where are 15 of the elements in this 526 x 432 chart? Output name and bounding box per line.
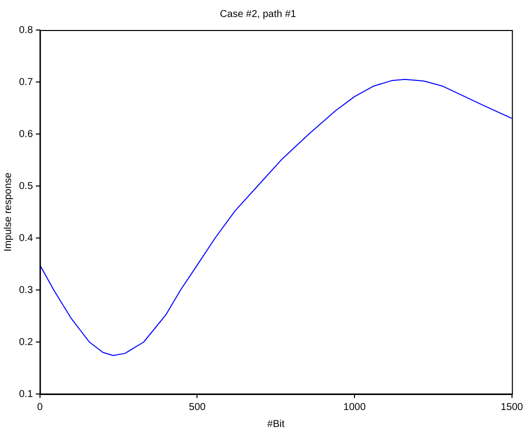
x-tick-label: 0	[37, 402, 44, 413]
y-tick-label: 0.6	[18, 128, 34, 140]
x-tick-label: 1500	[500, 402, 524, 413]
y-tick-label: 0.1	[18, 388, 34, 400]
x-axis-title: #Bit	[267, 418, 285, 430]
y-tick-label: 0.4	[18, 232, 34, 244]
x-tick-label: 500	[188, 402, 206, 413]
y-tick-label: 0.5	[18, 180, 34, 192]
y-axis-title: Impulse response	[2, 172, 14, 252]
x-tick-label: 1000	[343, 402, 366, 413]
y-tick-label: 0.7	[18, 76, 34, 88]
chart-title: Case #2, path #1	[220, 8, 297, 20]
y-tick-label: 0.3	[18, 284, 34, 296]
y-tick-label: 0.8	[18, 24, 34, 36]
y-tick-label: 0.2	[18, 336, 34, 348]
